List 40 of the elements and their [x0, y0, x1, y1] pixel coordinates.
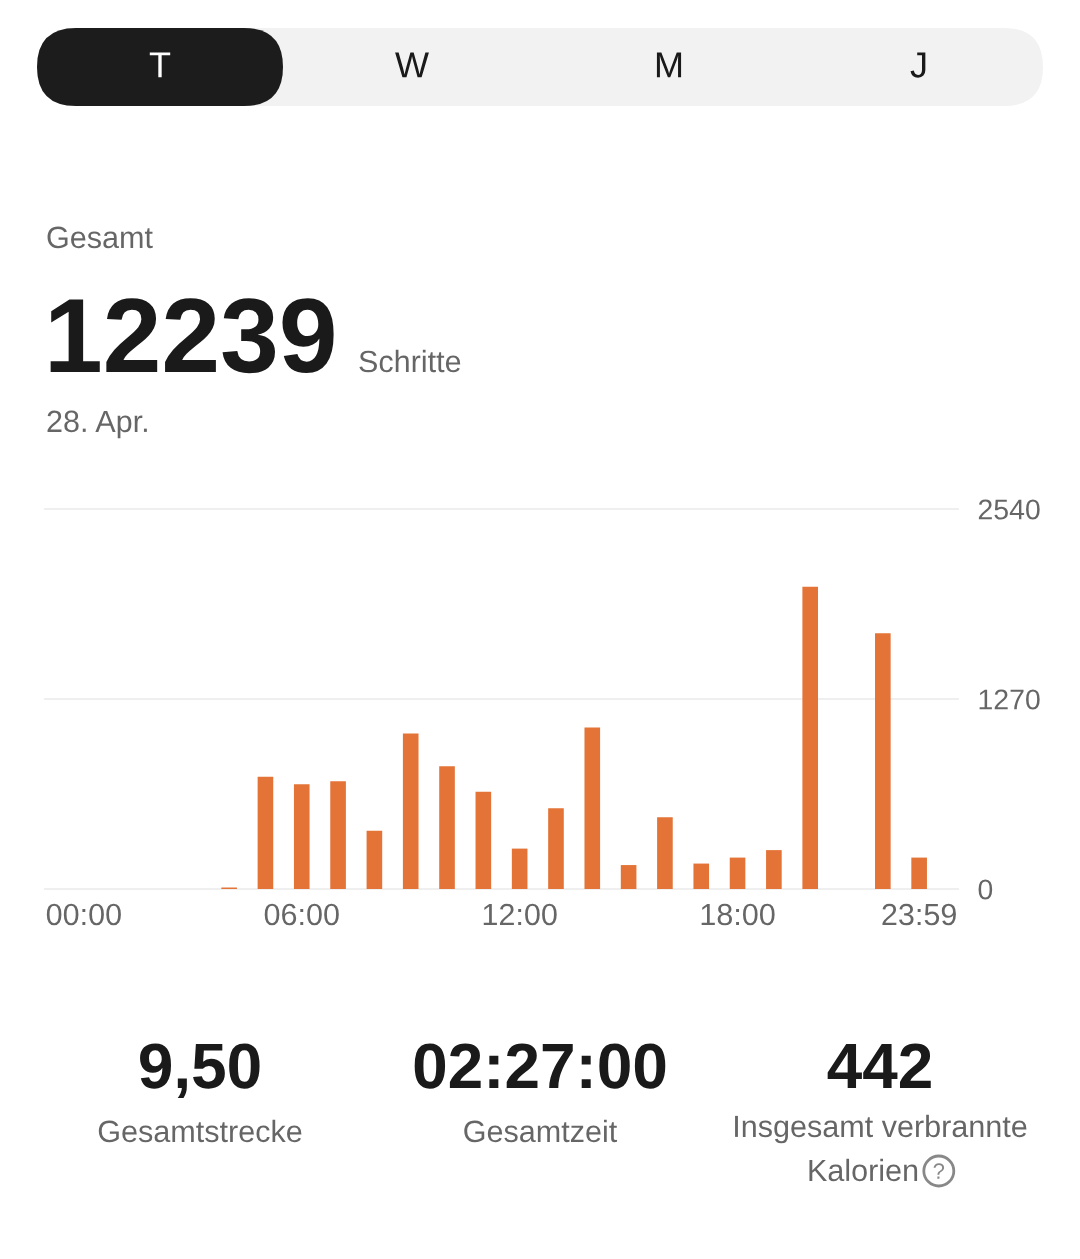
x-tick-label: 12:00: [483, 903, 557, 926]
bar: [402, 733, 419, 889]
bar: [584, 727, 601, 889]
bar: [257, 776, 274, 889]
bar: [330, 781, 346, 889]
bar: [293, 784, 310, 889]
text: W: [395, 52, 429, 78]
text: Schritte: [359, 349, 461, 373]
text: M: [656, 52, 682, 78]
bar: [657, 817, 673, 889]
text: J: [910, 52, 926, 78]
bar: [366, 830, 383, 889]
text: 9,50: [140, 1043, 260, 1098]
y-tick-label: 0: [978, 879, 993, 900]
text: Gesamtstrecke: [98, 1119, 302, 1143]
bar: [766, 850, 782, 889]
bar: [511, 848, 528, 889]
chart-title: Gesamt: [47, 226, 153, 249]
y-tick-label: 2540: [978, 499, 1040, 520]
bar: [620, 865, 637, 889]
y-tick-label: 1270: [979, 689, 1040, 710]
bar: [729, 857, 746, 889]
x-tick-label: 06:00: [264, 903, 339, 926]
x-tick-label: 00:00: [46, 903, 121, 926]
bar: [475, 791, 492, 889]
x-tick-label: 18:00: [701, 903, 775, 926]
text: Gesamtzeit: [464, 1119, 618, 1143]
bar: [911, 857, 927, 889]
bar: [693, 863, 710, 889]
bar: [548, 808, 564, 889]
text: 442: [827, 1043, 931, 1088]
x-tick-label: 23:59: [882, 903, 956, 926]
bar: [875, 633, 891, 889]
text: 12239: [50, 298, 334, 374]
text: Insgesamt verbrannte Kalorien: [735, 1114, 1027, 1182]
chart-subtitle: 28. Apr.: [47, 410, 147, 439]
text: 02:27:00: [414, 1043, 666, 1089]
text: T: [149, 52, 171, 78]
bar: [802, 586, 818, 889]
bar: [439, 766, 455, 889]
